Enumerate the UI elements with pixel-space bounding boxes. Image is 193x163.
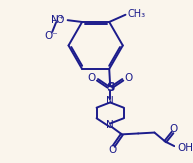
- Text: N: N: [106, 96, 114, 106]
- Text: S: S: [106, 82, 114, 95]
- Text: O: O: [169, 124, 178, 134]
- Text: N⁺: N⁺: [51, 15, 64, 25]
- Text: N: N: [106, 120, 114, 130]
- Text: O: O: [109, 145, 117, 155]
- Text: O: O: [125, 73, 133, 83]
- Text: –O: –O: [51, 15, 65, 25]
- Text: OH: OH: [177, 143, 193, 153]
- Text: O: O: [87, 73, 96, 83]
- Text: CH₃: CH₃: [127, 9, 146, 19]
- Text: O⁻: O⁻: [44, 30, 58, 41]
